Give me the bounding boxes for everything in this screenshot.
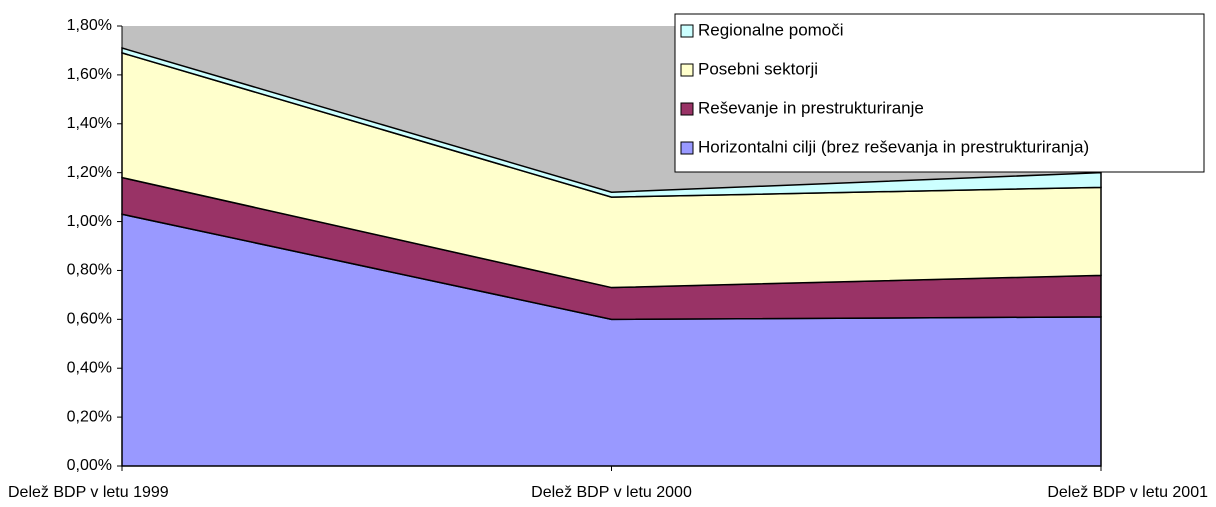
y-tick-label: 1,00% <box>67 213 112 230</box>
y-tick-label: 0,60% <box>67 311 112 328</box>
y-tick-label: 1,40% <box>67 115 112 132</box>
x-tick-label: Delež BDP v letu 2001 <box>1047 484 1208 501</box>
y-tick-label: 1,20% <box>67 164 112 181</box>
legend-swatch <box>680 63 694 77</box>
legend-swatch <box>680 24 694 38</box>
y-tick-label: 0,20% <box>67 408 112 425</box>
x-tick-label: Delež BDP v letu 1999 <box>8 484 169 501</box>
y-tick-label: 0,40% <box>67 359 112 376</box>
legend-box <box>674 13 1205 173</box>
legend-swatch <box>680 141 694 155</box>
y-tick-label: 0,80% <box>67 262 112 279</box>
y-tick-label: 0,00% <box>67 457 112 474</box>
x-tick-label: Delež BDP v letu 2000 <box>531 484 692 501</box>
y-tick-label: 1,80% <box>67 17 112 34</box>
legend: Regionalne pomoči Posebni sektorji Reševan… <box>674 13 1205 173</box>
legend-label: Horizontalni cilji (brez reševanja in pr… <box>698 137 1089 156</box>
legend-label: Reševanje in prestrukturiranje <box>698 98 924 117</box>
legend-label: Regionalne pomoči <box>698 20 844 39</box>
y-tick-label: 1,60% <box>67 66 112 83</box>
legend-swatch <box>680 102 694 116</box>
legend-label: Posebni sektorji <box>698 59 818 78</box>
